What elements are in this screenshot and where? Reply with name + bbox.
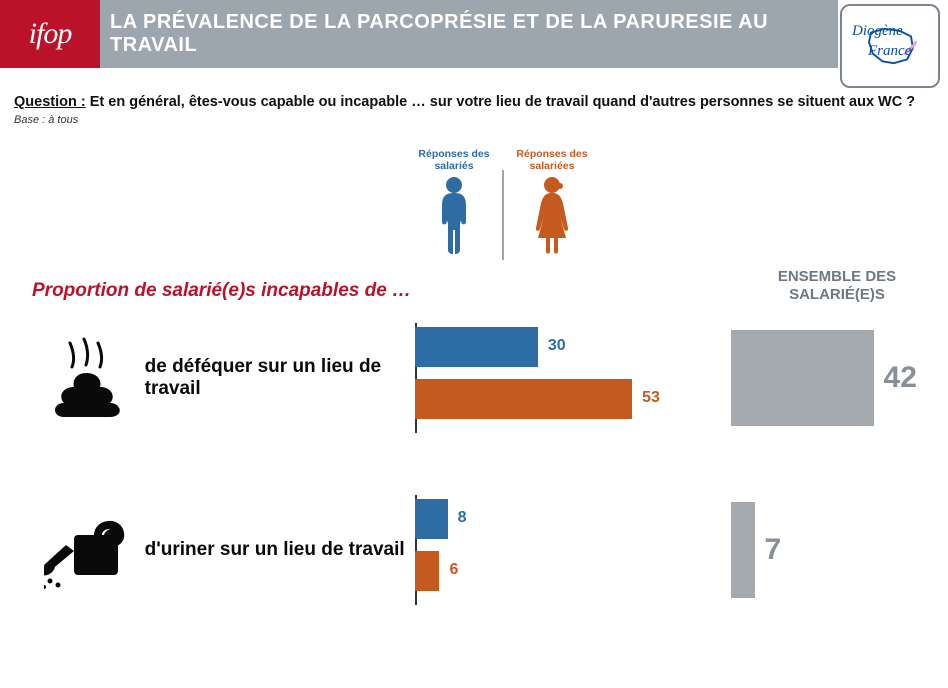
row2-total-val: 7 (765, 533, 782, 567)
base-line: Base : à tous (14, 114, 934, 126)
row1-total-bar (731, 330, 874, 426)
row1-bars: 30 53 (415, 323, 711, 433)
row1-bar-female (415, 379, 632, 419)
proportion-title: Proportion de salarié(e)s incapables de … (32, 280, 411, 302)
partner-badge: Diogène France (840, 4, 940, 88)
legend-male: Réponses des salariés (418, 148, 490, 254)
header: ifop LA PRÉVALENCE DE LA PARCOPRÉSIE ET … (0, 0, 948, 68)
partner-line2: France (868, 44, 911, 59)
row1-val-male: 30 (548, 337, 566, 355)
legend-divider (502, 170, 504, 260)
row1-bar-male (415, 327, 538, 367)
row1-total-val: 42 (884, 361, 917, 395)
watering-can-icon (40, 509, 139, 591)
row2-label: d'uriner sur un lieu de travail (139, 539, 415, 561)
legend-male-label: Réponses des salariés (418, 148, 490, 172)
female-icon (530, 176, 574, 254)
poop-icon (40, 337, 139, 419)
question-line: Question : Et en général, êtes-vous capa… (14, 94, 934, 110)
legend: Réponses des salariés Réponses des salar… (418, 148, 588, 260)
question-label: Question : (14, 94, 86, 110)
row1-total: 42 (731, 323, 928, 433)
ensemble-title: ENSEMBLE DES SALARIÉ(E)S (752, 268, 922, 304)
row2-bar-male (415, 499, 448, 539)
legend-female-label: Réponses des salariées (516, 148, 588, 172)
row2-val-female: 6 (449, 561, 458, 579)
row2-total-bar (731, 502, 755, 598)
row2-bars: 8 6 (415, 495, 711, 605)
chart-row-1: de déféquer sur un lieu de travail 30 53… (40, 318, 928, 438)
row2-val-male: 8 (458, 509, 467, 527)
row2-bar-female (415, 551, 440, 591)
page-title: LA PRÉVALENCE DE LA PARCOPRÉSIE ET DE LA… (100, 0, 838, 68)
row2-total: 7 (731, 495, 928, 605)
ifop-logo: ifop (0, 0, 100, 68)
legend-female: Réponses des salariées (516, 148, 588, 254)
question-text: Et en général, êtes-vous capable ou inca… (90, 94, 915, 110)
chart-row-2: d'uriner sur un lieu de travail 8 6 7 (40, 490, 928, 610)
male-icon (432, 176, 476, 254)
partner-line1: Diogène (852, 24, 903, 39)
row1-label: de déféquer sur un lieu de travail (139, 356, 415, 400)
row1-val-female: 53 (642, 389, 660, 407)
